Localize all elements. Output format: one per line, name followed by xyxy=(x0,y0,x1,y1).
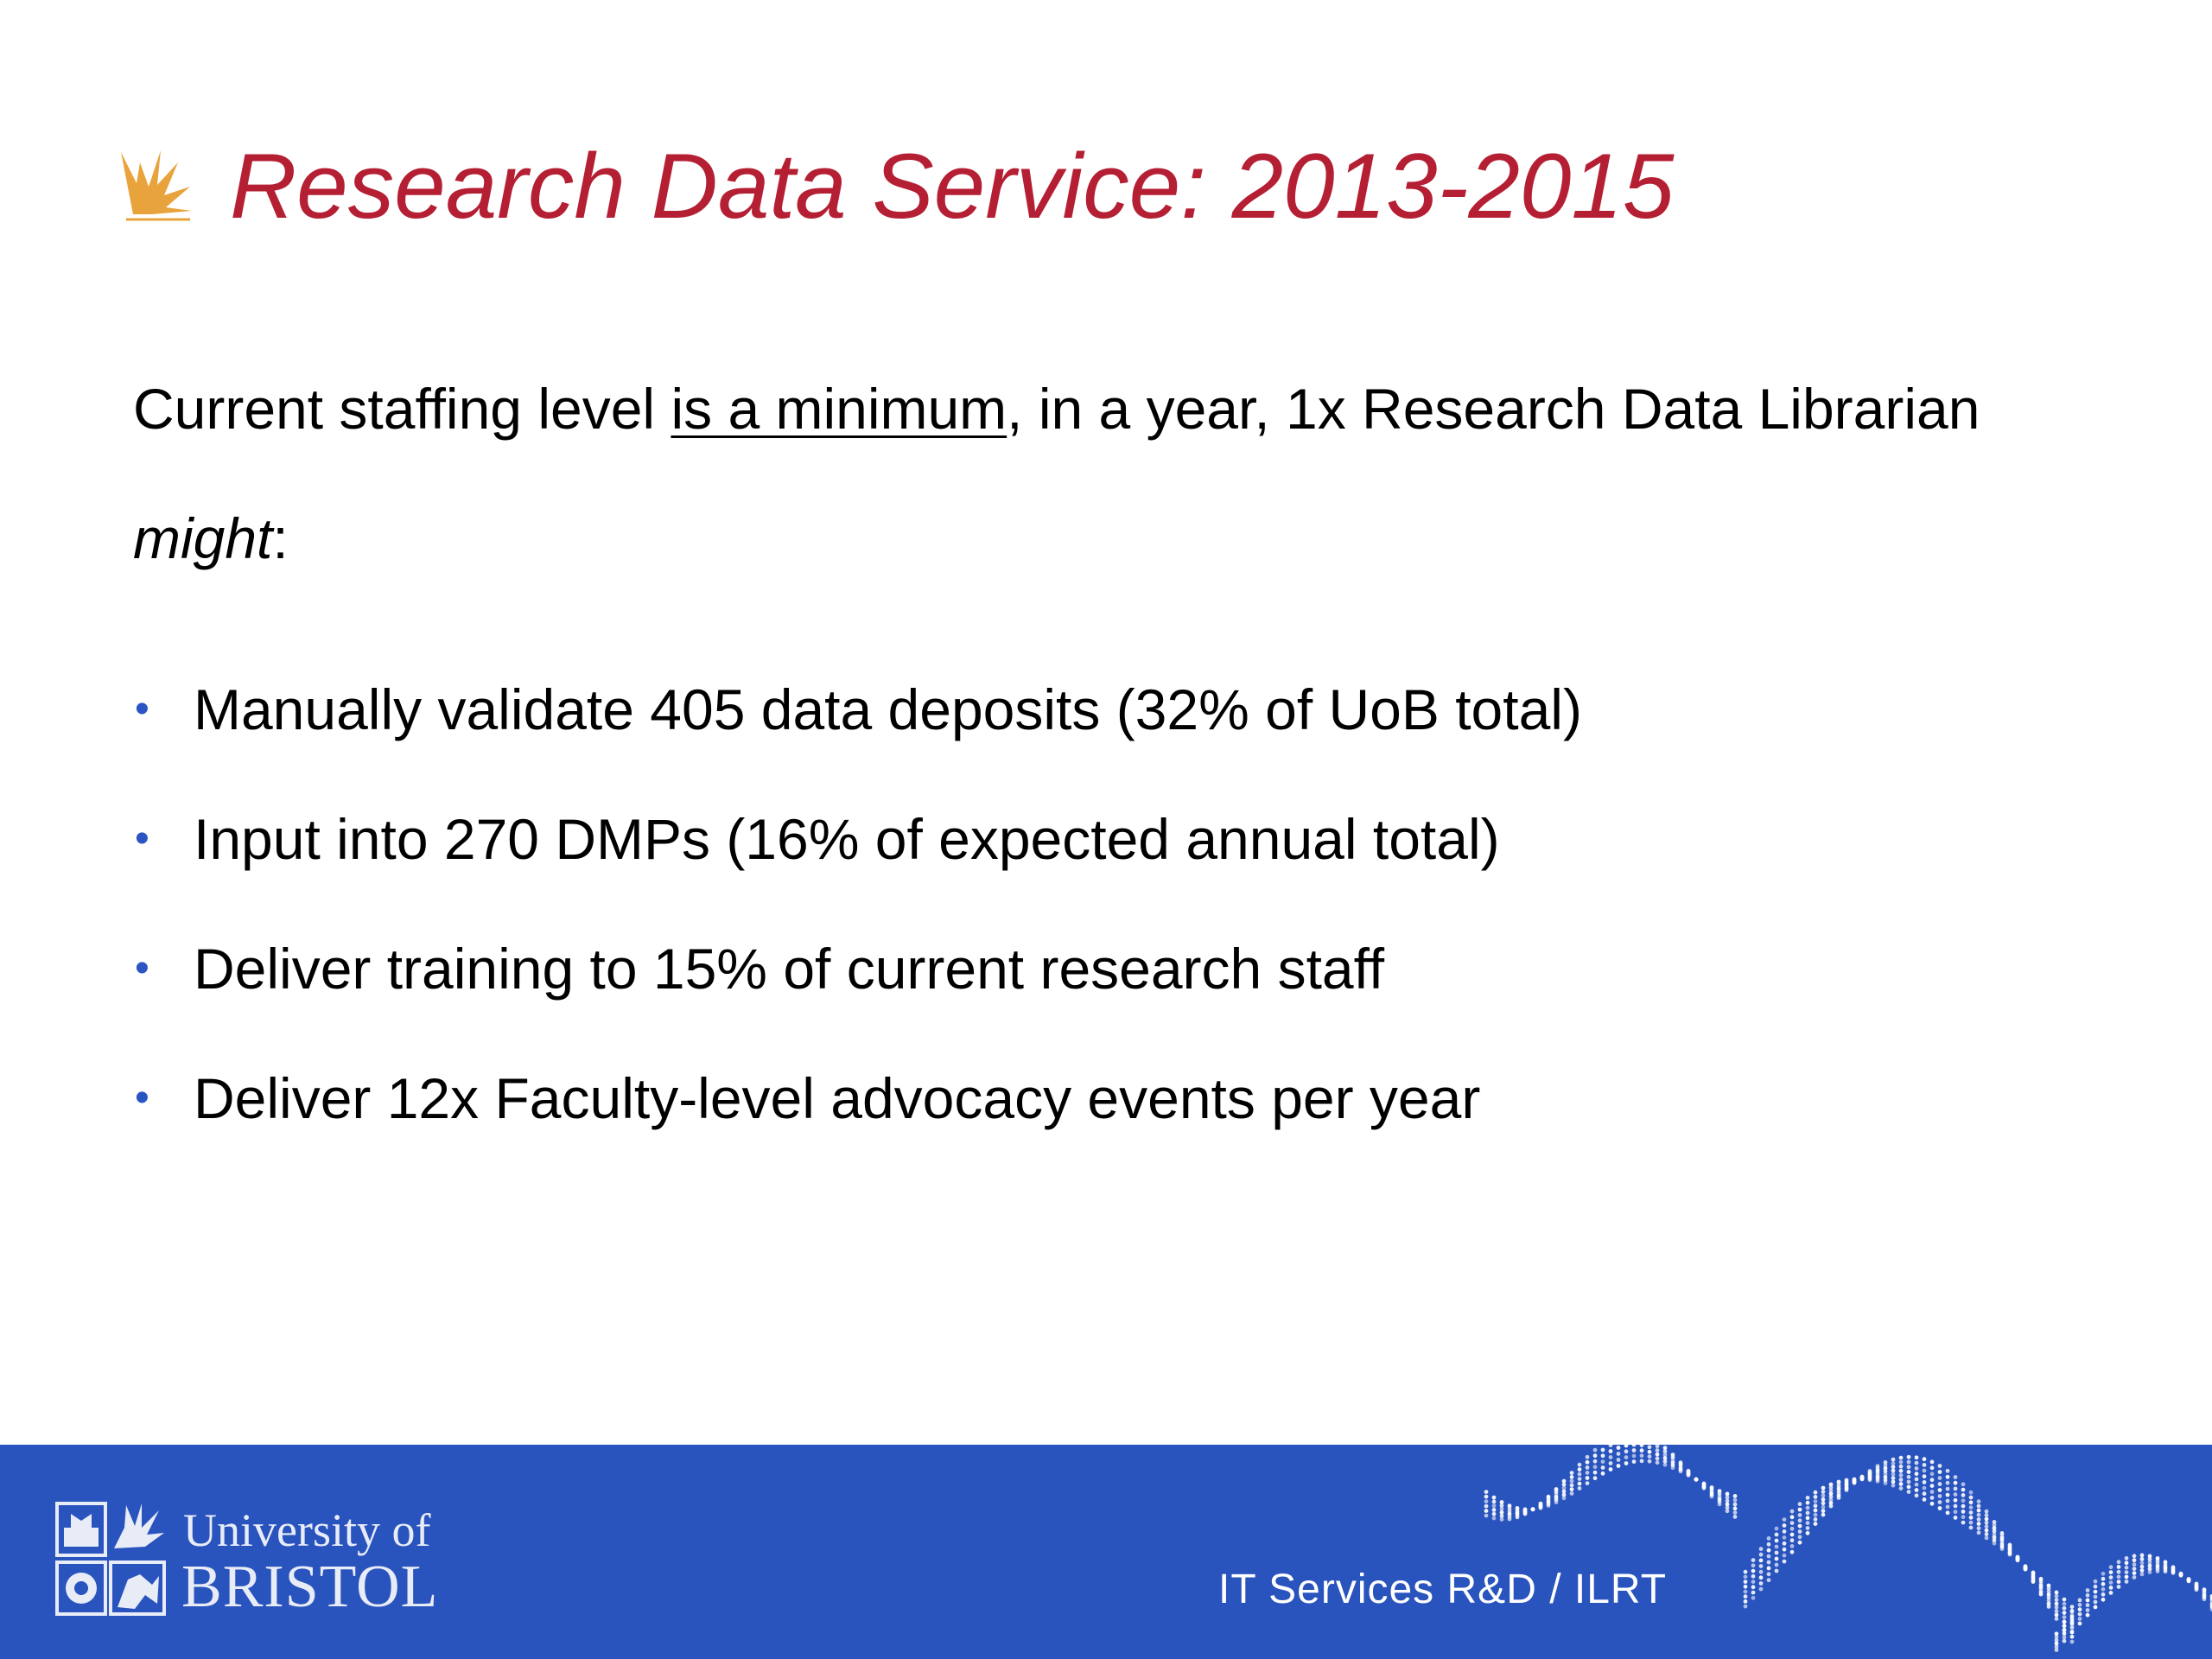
footer-bar: University of BRISTOL IT Services R&D / … xyxy=(0,1445,2212,1659)
bullet-icon: • xyxy=(135,1075,149,1121)
bullet-list: • Manually validate 405 data deposits (32… xyxy=(133,662,1582,1180)
flame-icon xyxy=(121,150,192,221)
bullet-icon: • xyxy=(135,816,149,861)
intro-text-1: Current staffing level xyxy=(133,377,671,441)
logo-text-bristol: BRISTOL xyxy=(181,1554,439,1620)
intro-italic-text: might xyxy=(133,506,273,570)
bullet-icon: • xyxy=(135,686,149,732)
bullet-text: Deliver 12x Faculty-level advocacy event… xyxy=(194,1066,1481,1130)
list-item: • Deliver training to 15% of current rese… xyxy=(133,921,1582,1051)
list-item: • Deliver 12x Faculty-level advocacy even… xyxy=(133,1051,1582,1180)
logo-text-university: University of xyxy=(183,1504,431,1556)
crest-icon xyxy=(55,1502,166,1616)
footer-department-text: IT Services R&D / ILRT xyxy=(1218,1567,1668,1612)
dotted-wave-graphic xyxy=(1484,1445,2212,1652)
page-title: Research Data Service: 2013-2015 xyxy=(230,134,1675,238)
bullet-text: Manually validate 405 data deposits (32%… xyxy=(194,677,1582,741)
intro-paragraph: Current staffing level is a minimum, in … xyxy=(133,344,2120,603)
intro-underlined-text: is a minimum xyxy=(671,377,1007,441)
list-item: • Manually validate 405 data deposits (32… xyxy=(133,662,1582,791)
list-item: • Input into 270 DMPs (16% of expected an… xyxy=(133,791,1582,921)
university-logo: University of BRISTOL xyxy=(55,1502,461,1620)
bullet-icon: • xyxy=(135,945,149,991)
intro-text-3: : xyxy=(272,506,289,570)
bullet-text: Input into 270 DMPs (16% of expected ann… xyxy=(194,807,1500,871)
bullet-text: Deliver training to 15% of current resea… xyxy=(194,937,1385,1001)
intro-text-2: , in a year, 1x Research Data Librarian xyxy=(1007,377,1980,441)
